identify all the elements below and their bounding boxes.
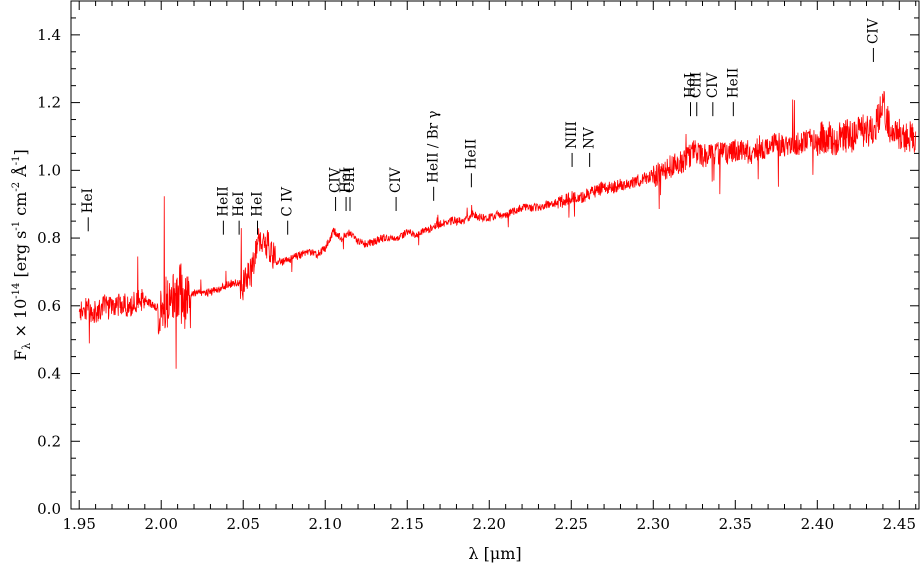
plot-frame: [70, 0, 920, 510]
x-tick-label: 2.00: [145, 515, 178, 533]
y-axis-title: Fλ × 10-14 [erg s-1 cm-2 Å-1]: [10, 149, 33, 360]
spectrum-series: [78, 90, 917, 369]
line-label: CIV: [705, 72, 721, 98]
line-label: CIII: [689, 72, 705, 98]
x-tick-label: 2.20: [473, 515, 506, 533]
line-label: HeI: [338, 168, 354, 193]
x-tick-label: 2.15: [391, 515, 424, 533]
y-title-bracket-open: [erg s: [11, 231, 30, 283]
y-tick-label: 0.8: [37, 229, 61, 247]
line-label: NV: [582, 127, 598, 149]
line-label: HeI: [80, 188, 96, 213]
x-tick-label: 2.05: [227, 515, 260, 533]
line-label: CIV: [328, 167, 344, 193]
y-tick-label: 0.0: [37, 500, 61, 518]
y-tick-label: 1.2: [37, 94, 61, 112]
line-label: NIII: [564, 121, 580, 149]
line-label: CIV: [865, 18, 881, 44]
y-title-f: F: [11, 350, 30, 361]
line-label: HeI: [683, 73, 699, 98]
x-tick-label: 1.95: [62, 515, 95, 533]
y-tick-label: 1.0: [37, 161, 61, 179]
x-tick-label: 2.35: [719, 515, 752, 533]
y-title-s-exp: -1: [11, 221, 22, 231]
x-tick-label: 2.25: [555, 515, 588, 533]
line-label: HeI: [249, 192, 265, 217]
y-tick-label: 0.6: [37, 297, 61, 315]
line-label: HeII: [215, 186, 231, 216]
axis-ticks: [71, 0, 919, 510]
line-label: HeI: [231, 192, 247, 217]
line-label: HeII / Br γ: [426, 111, 442, 183]
tick-labels: 1.95 2.00 2.05 2.10 2.15 2.20 2.25 2.30 2.35 2.40…: [37, 26, 916, 533]
line-label: CIV: [388, 167, 404, 193]
y-title-angstrom: Å: [10, 165, 30, 182]
spectrum-line: [78, 90, 917, 369]
y-title-exp: -14: [11, 283, 22, 299]
line-label: CIII: [342, 167, 358, 193]
y-title-cm: cm: [11, 192, 30, 221]
y-tick-label: 1.4: [37, 26, 61, 44]
plot-area: 1.95 2.00 2.05 2.10 2.15 2.20 2.25 2.30 2.35 2.40…: [37, 0, 920, 533]
x-axis-title: λ [μm]: [468, 544, 521, 563]
line-label: HeII: [463, 139, 479, 169]
y-title-cm-exp: -2: [11, 182, 22, 192]
line-label: C IV: [280, 187, 296, 217]
y-tick-label: 0.2: [37, 432, 61, 450]
y-title-bracket-close: ]: [11, 149, 30, 155]
line-label: HeII: [725, 68, 741, 98]
y-title-f-sub: λ: [20, 343, 33, 350]
x-tick-label: 2.10: [309, 515, 342, 533]
x-tick-label: 2.40: [801, 515, 834, 533]
y-title-a-exp: -1: [11, 156, 22, 166]
x-tick-label: 2.30: [637, 515, 670, 533]
x-tick-label: 2.45: [883, 515, 916, 533]
y-tick-label: 0.4: [37, 365, 61, 383]
y-title-times: × 10: [11, 299, 30, 343]
